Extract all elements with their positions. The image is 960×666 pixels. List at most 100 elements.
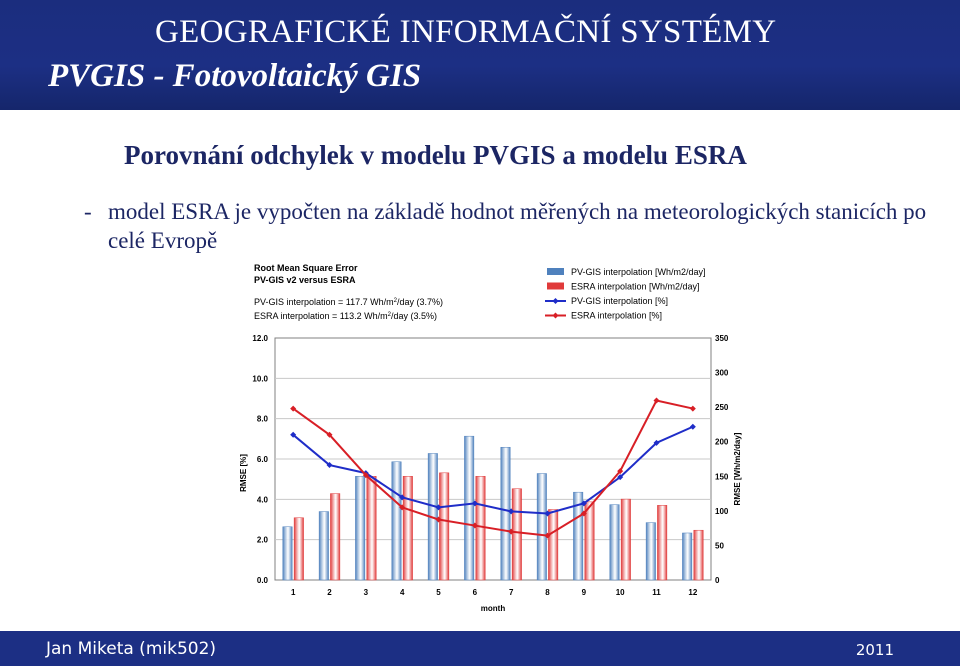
header-subtitle: PVGIS - Fotovoltaický GIS [48,58,422,94]
right-tick-label: 0 [715,576,720,585]
bar [682,532,693,581]
bar [330,493,341,581]
x-tick-label: 4 [400,588,405,597]
line-point [326,431,333,438]
bullet-dash: - [84,199,92,224]
bar [584,501,595,581]
legend-swatch [547,268,564,275]
bar [402,476,413,581]
series-line [292,399,694,537]
x-tick-label: 10 [616,588,625,597]
right-tick-label: 150 [715,472,729,481]
chart-title-line: Root Mean Square Error [254,263,358,273]
bar [609,504,620,581]
legend-item: ESRA interpolation [%] [545,311,662,321]
right-tick-label: 50 [715,541,724,550]
chart-grid [274,337,712,581]
bar [620,498,631,581]
line-point [617,474,624,481]
bar [355,476,366,581]
legend-label: ESRA interpolation [%] [571,311,662,321]
left-tick-label: 8.0 [257,415,269,424]
right-tick-label: 250 [715,403,729,412]
line-point [508,528,515,535]
left-tick-label: 2.0 [257,536,269,545]
line-point [362,472,369,479]
left-tick-label: 10.0 [252,374,268,383]
bar [693,529,704,581]
line-point [471,522,478,529]
legend-marker [552,298,559,304]
bar [464,435,475,581]
left-tick-label: 6.0 [257,455,269,464]
x-tick-label: 5 [436,588,441,597]
rmse-chart: Root Mean Square Error PV-GIS v2 versus E… [238,258,758,616]
x-tick-label: 1 [291,588,296,597]
line-point [653,397,660,404]
chart-legend: PV-GIS interpolation [Wh/m2/day] ESRA int… [545,267,706,321]
x-tick-label: 8 [545,588,550,597]
y-axis-label-left: RMSE [%] [239,454,248,492]
x-tick-label: 3 [364,588,369,597]
header-title: GEOGRAFICKÉ INFORMAČNÍ SYSTÉMY [155,14,777,50]
line-point [435,504,442,511]
footer-author: Jan Miketa (mik502) [46,639,217,659]
line-point [580,510,587,517]
line-point [471,500,478,507]
slide-header: GEOGRAFICKÉ INFORMAČNÍ SYSTÉMY PVGIS - F… [0,0,960,110]
line-point [617,468,624,475]
bar [500,446,511,581]
x-tick-label: 2 [327,588,332,597]
x-tick-label: 12 [688,588,697,597]
legend-label: PV-GIS interpolation [%] [571,296,668,306]
right-tick-label: 350 [715,334,729,343]
bar [293,517,304,581]
bar [573,491,584,581]
right-tick-label: 300 [715,369,729,378]
series-line [292,425,694,515]
slide-footer: Jan Miketa (mik502) 2011 [0,631,960,666]
bar [475,476,486,581]
legend-item: ESRA interpolation [Wh/m2/day] [547,282,700,292]
line-point [508,508,515,515]
right-tick-label: 100 [715,507,729,516]
line-point [580,500,587,507]
bar [645,522,656,581]
chart-stat-line: ESRA interpolation = 113.2 Wh/m2/day (3.… [254,311,437,321]
chart-head: Root Mean Square Error PV-GIS v2 versus E… [254,263,443,321]
rmse-chart-svg: Root Mean Square Error PV-GIS v2 versus E… [239,263,742,613]
bar [536,473,547,581]
line-point [544,532,551,539]
line-point [689,405,696,412]
chart-axes: 0.0 2.0 4.0 6.0 8.0 10.0 12.0 0 50 100 150 200 250 30… [239,334,742,613]
bar [318,511,329,581]
bar [511,488,522,581]
slide-title: Porovnání odchylek v modelu PVGIS a mode… [124,140,747,170]
x-tick-label: 7 [509,588,514,597]
line-point [399,504,406,511]
x-tick-label: 6 [473,588,478,597]
right-tick-label: 200 [715,438,729,447]
legend-marker [552,312,559,319]
line-point [399,494,406,501]
left-tick-label: 12.0 [252,334,268,343]
line-point [689,423,696,430]
x-tick-label: 9 [582,588,587,597]
x-tick-label: 11 [652,588,661,597]
x-axis-label: month [481,604,506,613]
bar [366,476,377,581]
chart-stat-line: PV-GIS interpolation = 117.7 Wh/m2/day (… [254,297,443,307]
left-tick-label: 0.0 [257,576,269,585]
legend-item: PV-GIS interpolation [%] [545,296,668,306]
line-point [435,516,442,523]
legend-swatch [547,282,564,290]
line-point [290,431,297,438]
bar [548,509,559,581]
bar [657,505,668,581]
legend-label: PV-GIS interpolation [Wh/m2/day] [571,267,706,277]
line-point [653,439,660,446]
bar [439,472,450,581]
bar [391,461,402,581]
legend-label: ESRA interpolation [Wh/m2/day] [571,282,700,292]
legend-item: PV-GIS interpolation [Wh/m2/day] [547,267,706,277]
